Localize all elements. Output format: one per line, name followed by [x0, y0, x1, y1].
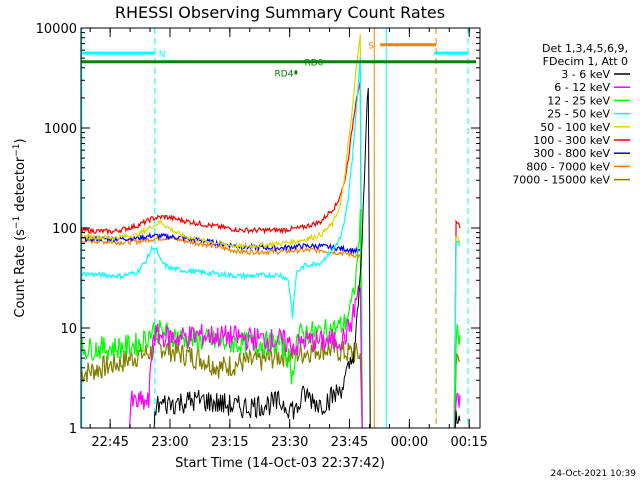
- flag-line-s-label: S: [368, 42, 374, 52]
- y-axis-label: Count Rate (s−1 detector−1): [12, 138, 28, 317]
- series-line-1: [153, 87, 461, 428]
- plot-content: [81, 28, 477, 428]
- legend-entry-label: 50 - 100 keV: [540, 121, 610, 134]
- x-tick-label: 23:15: [211, 435, 248, 450]
- timestamp: 24-Oct-2021 10:39: [551, 469, 637, 479]
- series-line-2: [128, 285, 461, 428]
- legend: Det 1,3,4,5,6,9,FDecim 1, Att 03 - 6 keV…: [512, 42, 630, 187]
- y-tick-label: 10000: [36, 22, 77, 37]
- y-tick-label: 1: [69, 422, 77, 437]
- x-tick-label: 22:45: [91, 435, 128, 450]
- series-line-4: [81, 56, 461, 428]
- x-tick-label: 23:30: [271, 435, 308, 450]
- legend-entry-label: 3 - 6 keV: [561, 68, 610, 81]
- flag-line-rd0-label: RD0: [304, 59, 323, 69]
- legend-entry-label: 300 - 800 keV: [533, 147, 610, 160]
- x-tick-label: 23:00: [151, 435, 188, 450]
- legend-entry-label: 800 - 7000 keV: [526, 160, 610, 173]
- legend-entry-label: 25 - 50 keV: [547, 108, 610, 121]
- series-line-3: [81, 208, 461, 428]
- legend-header-line: Det 1,3,4,5,6,9,: [542, 42, 628, 55]
- plot-area: N S RD0 RD4 1 10 100 1000 10000 22:45 23:00 23:15 23…: [36, 22, 488, 450]
- legend-header-line: FDecim 1, Att 0: [543, 55, 628, 68]
- y-tick-label: 100: [52, 222, 77, 237]
- chart-title: RHESSI Observing Summary Count Rates: [115, 3, 445, 22]
- x-axis-label: Start Time (14-Oct-03 22:37:42): [175, 456, 385, 471]
- plot-frame: [80, 27, 481, 429]
- legend-entry-label: 100 - 300 keV: [533, 134, 610, 147]
- series-line-5: [81, 34, 461, 428]
- legend-entry-label: 12 - 25 keV: [547, 94, 610, 107]
- y-tick-label: 10: [60, 322, 77, 337]
- legend-entry-label: 7000 - 15000 keV: [512, 174, 610, 187]
- series-line-6: [81, 81, 461, 428]
- x-tick-label: 00:15: [450, 435, 487, 450]
- y-tick-label: 1000: [44, 122, 77, 137]
- x-tick-label: 00:00: [391, 435, 428, 450]
- x-tick-label: 23:45: [331, 435, 368, 450]
- legend-entry-label: 6 - 12 keV: [554, 81, 610, 94]
- flag-line-n-label: N: [159, 50, 166, 60]
- flag-line-rd4-label: RD4: [275, 69, 294, 79]
